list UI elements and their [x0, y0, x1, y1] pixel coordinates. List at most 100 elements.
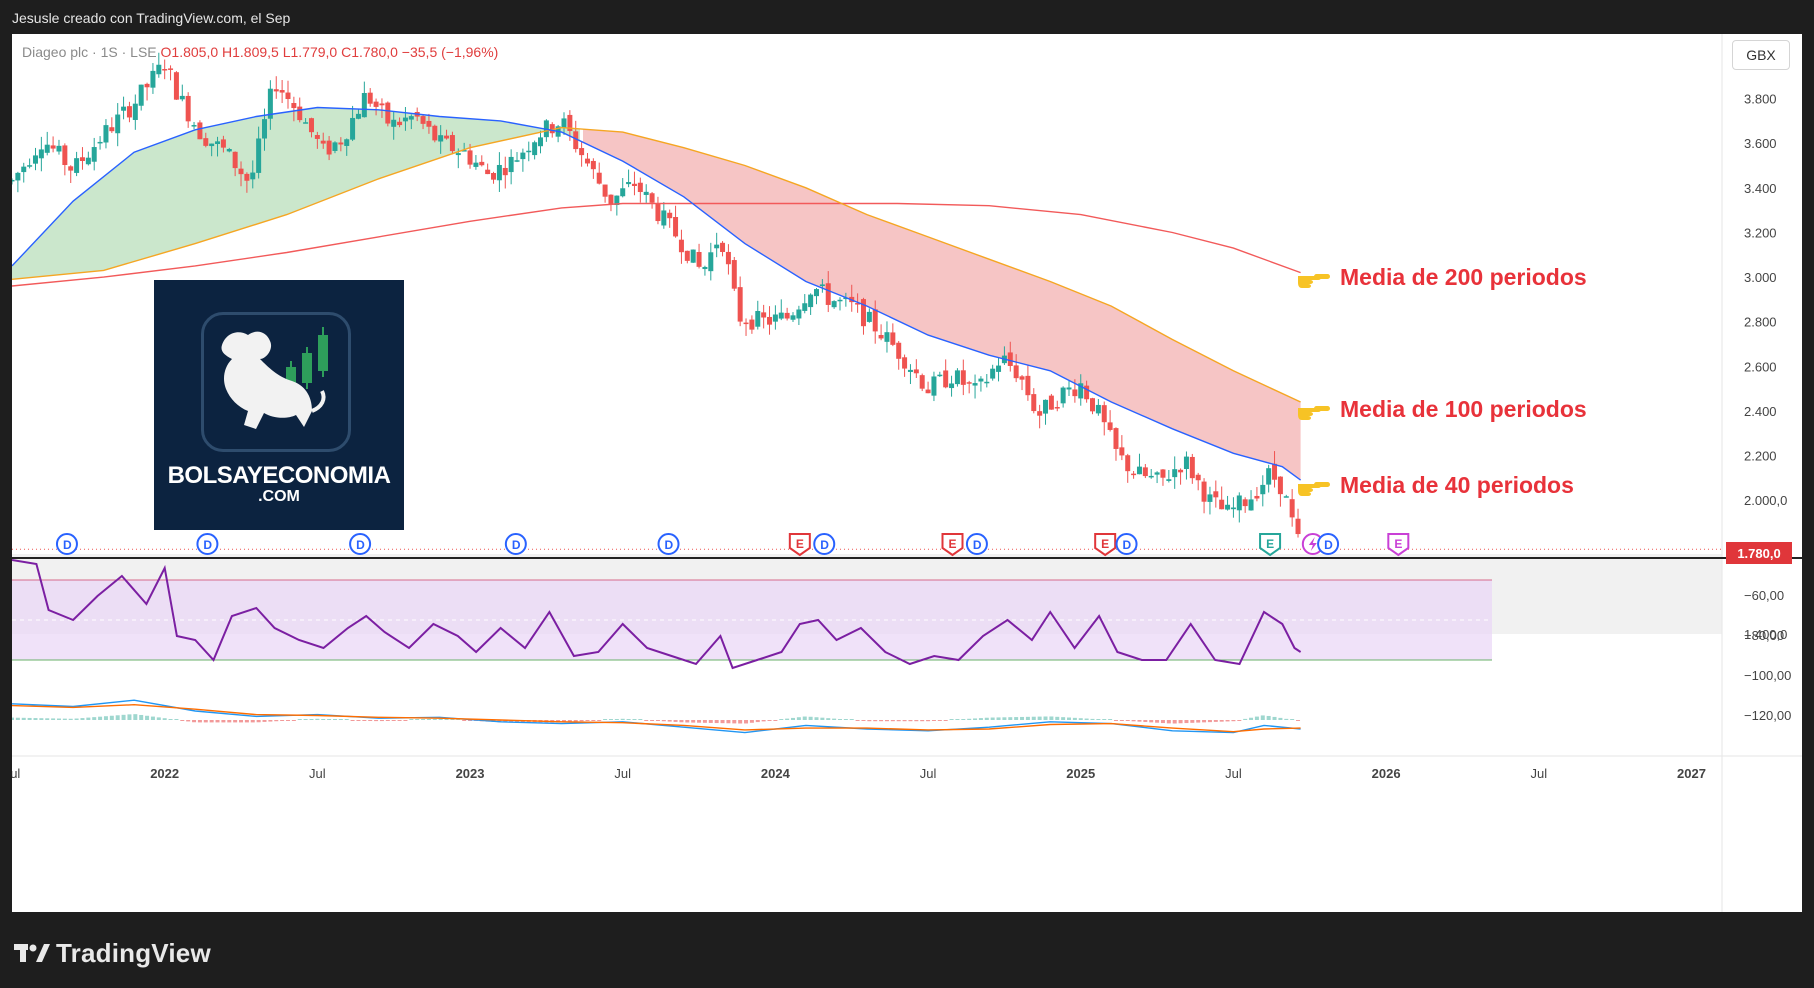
- tradingview-brand[interactable]: TradingView: [14, 938, 211, 969]
- candle: [1037, 411, 1043, 416]
- candle: [1078, 383, 1084, 399]
- macd-histogram-bar: [503, 720, 508, 723]
- macd-histogram-bar: [1213, 720, 1218, 722]
- x-tick-label: Jul: [309, 766, 326, 781]
- candle: [373, 101, 379, 107]
- chart-area[interactable]: 1.400,0 2.000,0 2.200 2.400 2.600 2.800 3.000 3…: [12, 34, 1802, 912]
- candle: [678, 239, 684, 253]
- macd-histogram-bar: [280, 720, 285, 721]
- macd-histogram-bar: [820, 717, 825, 720]
- candle: [937, 374, 943, 377]
- candle: [884, 332, 890, 342]
- candle: [778, 312, 784, 319]
- y-tick-label: 3.600: [1744, 136, 1777, 151]
- macd-line: [12, 699, 1301, 734]
- candle: [925, 389, 931, 394]
- macd-histogram-bar: [1067, 717, 1072, 720]
- symbol-name: Diageo plc · 1S · LSE: [22, 44, 157, 60]
- candle: [1277, 476, 1283, 495]
- x-tick-label: 2024: [761, 766, 791, 781]
- macd-histogram-bar: [344, 719, 349, 720]
- dividend-marker-icon: [55, 533, 78, 555]
- candle: [1295, 518, 1301, 535]
- candle: [872, 309, 878, 332]
- candle: [279, 90, 285, 93]
- symbol-legend: Diageo plc · 1S · LSE O1.805,0 H1.809,5 …: [22, 44, 498, 60]
- tradingview-logo-icon: [14, 942, 50, 966]
- macd-histogram-bar: [673, 720, 678, 722]
- macd-histogram-bar: [1113, 720, 1118, 721]
- candle: [1230, 507, 1236, 510]
- candle: [878, 335, 884, 339]
- macd-histogram-bar: [1155, 720, 1160, 723]
- candle: [350, 117, 356, 140]
- macd-histogram-bar: [397, 720, 402, 721]
- earnings-marker-icon: [1387, 533, 1410, 557]
- macd-histogram-bar: [174, 719, 179, 720]
- macd-histogram-bar: [109, 715, 114, 720]
- macd-histogram-bar: [873, 720, 878, 722]
- macd-histogram-bar: [661, 720, 666, 722]
- macd-histogram-bar: [1096, 719, 1101, 720]
- macd-histogram-bar: [385, 720, 390, 721]
- candle: [1160, 469, 1166, 478]
- macd-histogram-bar: [1102, 719, 1107, 720]
- macd-histogram-bar: [726, 720, 731, 724]
- candle: [772, 314, 778, 322]
- macd-histogram-bar: [1178, 720, 1183, 724]
- macd-histogram-bar: [791, 717, 796, 720]
- macd-histogram-bar: [103, 716, 108, 720]
- candle: [943, 370, 949, 388]
- candle: [661, 210, 667, 226]
- candle: [367, 92, 373, 104]
- macd-histogram-bar: [403, 720, 408, 721]
- dividend-marker-label: D: [63, 538, 72, 552]
- candle: [132, 103, 138, 120]
- candle: [385, 102, 391, 124]
- candle: [115, 114, 121, 134]
- candle: [896, 342, 902, 359]
- candle: [1178, 469, 1184, 473]
- macd-histogram-bar: [86, 717, 91, 720]
- candle: [972, 383, 978, 386]
- macd-histogram-bar: [1008, 717, 1013, 720]
- macd-histogram-bar: [655, 720, 660, 721]
- macd-histogram-bar: [321, 719, 326, 720]
- macd-histogram-bar: [180, 720, 185, 721]
- macd-histogram-bar: [509, 720, 514, 723]
- candle: [808, 294, 814, 308]
- bolsayeconomia-logo: BOLSAYECONOMIA .COM: [154, 280, 404, 530]
- macd-histogram-bar: [379, 720, 384, 722]
- candle: [1242, 499, 1248, 507]
- currency-selector[interactable]: GBX: [1732, 40, 1790, 70]
- candle: [68, 166, 74, 171]
- candle: [596, 172, 602, 184]
- candle: [643, 191, 649, 195]
- candle: [156, 64, 162, 75]
- candle: [97, 141, 103, 144]
- macd-histogram-bar: [1020, 716, 1025, 720]
- candle: [244, 173, 250, 181]
- candle: [731, 260, 737, 289]
- macd-histogram-bar: [1190, 720, 1195, 723]
- macd-histogram-bar: [738, 720, 743, 724]
- macd-histogram-bar: [714, 720, 719, 724]
- macd-histogram-bar: [1131, 720, 1136, 722]
- macd-histogram-bar: [990, 717, 995, 720]
- annotation-ma40: Media de 40 periodos: [1296, 472, 1574, 499]
- dividend-marker-icon: [1115, 533, 1138, 555]
- candle: [907, 369, 913, 372]
- price-chart-svg[interactable]: 1.400,0 2.000,0 2.200 2.400 2.600 2.800 3.000 3…: [12, 34, 1802, 912]
- candle: [790, 315, 796, 320]
- macd-histogram-bar: [1278, 717, 1283, 720]
- annotation-ma100: Media de 100 periodos: [1296, 396, 1587, 423]
- macd-histogram-bar: [98, 716, 103, 720]
- candle: [1084, 385, 1090, 400]
- candle: [44, 144, 50, 153]
- candle: [584, 158, 590, 164]
- candle: [626, 182, 632, 185]
- pointing-hand-icon: [1296, 268, 1332, 288]
- macd-histogram-bar: [197, 720, 202, 723]
- candle: [761, 312, 767, 318]
- chart-credit: Jesusle creado con TradingView.com, el S…: [12, 10, 291, 26]
